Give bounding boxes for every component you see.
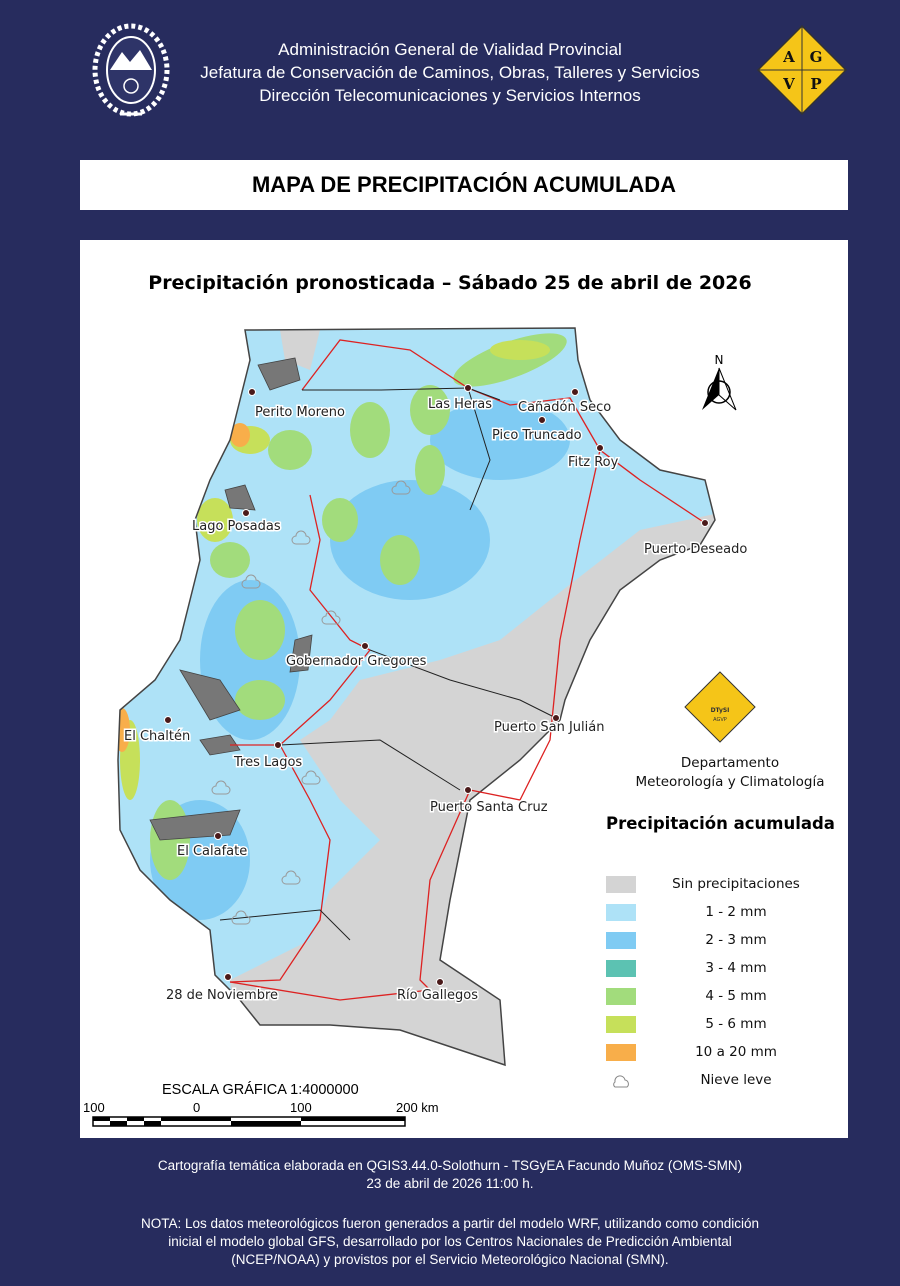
legend-label: 4 - 5 mm (705, 988, 767, 1004)
snow-cloud-icon (606, 1072, 636, 1089)
agvp-logo: A G V P (756, 24, 848, 116)
scale-label: 0 (193, 1100, 201, 1115)
note: NOTA: Los datos meteorológicos fueron ge… (0, 1215, 900, 1269)
header-line: Dirección Telecomunicaciones y Servicios… (259, 86, 641, 105)
north-arrow: N (702, 353, 737, 411)
svg-text:N: N (715, 353, 724, 367)
scale-bar (92, 1116, 406, 1127)
scale-label: 100 (83, 1100, 105, 1115)
city-label: Puerto San Julián (494, 720, 604, 735)
map-subtitle: Precipitación pronosticada – Sábado 25 d… (148, 272, 752, 294)
legend-swatch (606, 987, 636, 1005)
legend-item: 10 a 20 mm (606, 1038, 826, 1066)
legend-item: 1 - 2 mm (606, 898, 826, 926)
city-label: Río Gallegos (397, 988, 478, 1003)
scale-title: ESCALA GRÁFICA 1:4000000 (162, 1082, 359, 1098)
department-line: Meteorología y Climatología (635, 774, 825, 790)
legend-item: Nieve leve (606, 1066, 826, 1094)
svg-text:G: G (810, 48, 823, 66)
city-label: El Calafate (177, 844, 247, 859)
svg-text:V: V (782, 75, 795, 93)
note-line: NOTA: Los datos meteorológicos fueron ge… (140, 1216, 760, 1231)
svg-text:AGVP: AGVP (713, 717, 727, 723)
department-name: Departamento Meteorología y Climatología (610, 754, 850, 792)
city-label: Gobernador Gregores (286, 654, 427, 669)
legend-swatch (606, 1015, 636, 1033)
header-line: Jefatura de Conservación de Caminos, Obr… (200, 63, 700, 82)
legend-swatch (606, 931, 636, 949)
legend-label: Nieve leve (700, 1072, 772, 1088)
city-label: Lago Posadas (192, 519, 281, 534)
header-line: Administración General de Vialidad Provi… (278, 40, 622, 59)
city-markers (164, 384, 709, 986)
city-labels: Perito Moreno Las Heras Cañadón Seco Pic… (123, 396, 749, 1005)
city-label: Perito Moreno (255, 405, 345, 420)
legend: Sin precipitaciones 1 - 2 mm 2 - 3 mm 3 - 4… (606, 870, 826, 1094)
city-label: Pico Truncado (492, 428, 582, 443)
provincial-seal-logo (92, 23, 170, 117)
roads (229, 339, 706, 1001)
legend-label: 10 a 20 mm (695, 1044, 777, 1060)
city-label: Puerto Deseado (644, 542, 747, 557)
scale-label: 200 km (396, 1100, 439, 1115)
legend-item: 5 - 6 mm (606, 1010, 826, 1038)
svg-text:DTySI: DTySI (711, 707, 730, 714)
legend-label: 5 - 6 mm (705, 1016, 767, 1032)
note-line: (NCEP/NOAA) y provistos por el Servicio … (231, 1252, 669, 1267)
legend-item: 3 - 4 mm (606, 954, 826, 982)
page-title: MAPA DE PRECIPITACIÓN ACUMULADA (80, 160, 848, 210)
legend-item: 2 - 3 mm (606, 926, 826, 954)
legend-swatch (606, 903, 636, 921)
legend-label: 2 - 3 mm (705, 932, 767, 948)
credit: Cartografía temática elaborada en QGIS3.… (0, 1157, 900, 1193)
credit-line: Cartografía temática elaborada en QGIS3.… (157, 1158, 743, 1173)
secondary-roads (219, 387, 561, 941)
credit-date: 23 de abril de 2026 11:00 h. (366, 1176, 534, 1191)
city-label: Fitz Roy (568, 455, 619, 470)
map-panel: Precipitación pronosticada – Sábado 25 d… (80, 240, 848, 1138)
legend-label: 1 - 2 mm (705, 904, 767, 920)
svg-text:A: A (782, 48, 795, 66)
city-label: El Chaltén (124, 729, 190, 744)
legend-item: Sin precipitaciones (606, 870, 826, 898)
legend-label: 3 - 4 mm (705, 960, 767, 976)
legend-swatch (606, 875, 636, 893)
svg-text:P: P (810, 75, 821, 93)
department-line: Departamento (680, 755, 780, 771)
legend-label: Sin precipitaciones (672, 876, 800, 892)
city-label: Cañadón Seco (518, 400, 611, 415)
city-label: Las Heras (428, 397, 492, 412)
scale-label: 100 (290, 1100, 312, 1115)
snow-symbols (211, 480, 411, 925)
legend-swatch (606, 1043, 636, 1061)
note-line: inicial el modelo global GFS, desarrolla… (168, 1234, 732, 1249)
legend-title: Precipitación acumulada (606, 814, 835, 833)
header-text: Administración General de Vialidad Provi… (0, 38, 900, 107)
dtysi-logo: DTySI AGVP (684, 671, 756, 743)
city-label: Puerto Santa Cruz (430, 800, 548, 815)
city-label: Tres Lagos (233, 755, 302, 770)
legend-swatch (606, 959, 636, 977)
city-label: 28 de Noviembre (166, 988, 278, 1003)
legend-item: 4 - 5 mm (606, 982, 826, 1010)
